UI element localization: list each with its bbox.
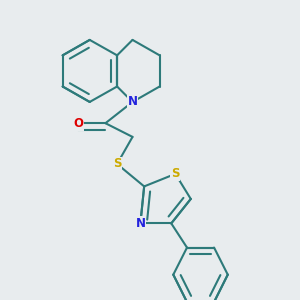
Text: O: O: [73, 117, 83, 130]
Text: S: S: [171, 167, 180, 180]
Text: N: N: [128, 95, 137, 108]
Text: N: N: [135, 217, 146, 230]
Text: S: S: [113, 158, 121, 170]
